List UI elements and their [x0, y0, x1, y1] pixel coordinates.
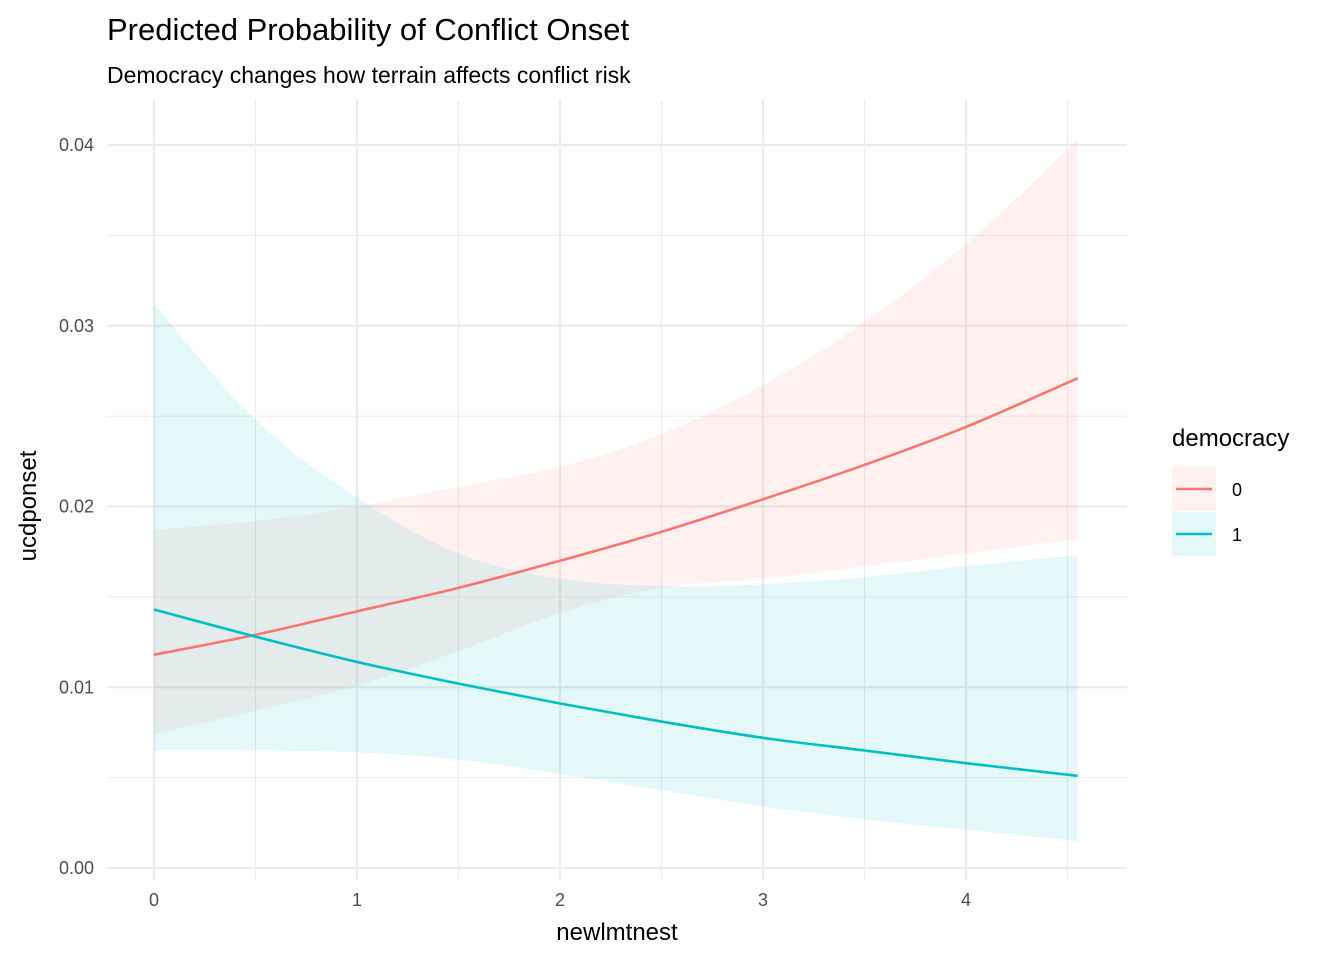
y-tick-label: 0.01: [59, 677, 94, 697]
legend-label: 0: [1232, 480, 1242, 500]
x-tick-label: 0: [149, 890, 159, 910]
chart-title: Predicted Probability of Conflict Onset: [107, 12, 629, 47]
y-tick-label: 0.03: [59, 316, 94, 336]
x-tick-label: 3: [758, 890, 768, 910]
y-tick-label: 0.00: [59, 858, 94, 878]
legend: democracy 0 1: [1172, 425, 1289, 556]
y-tick-labels: 0.00 0.01 0.02 0.03 0.04: [59, 135, 94, 878]
x-axis-title: newlmtnest: [556, 919, 678, 946]
legend-item-0: 0: [1172, 467, 1242, 511]
chart-subtitle: Democracy changes how terrain affects co…: [107, 62, 631, 88]
x-tick-label: 2: [555, 890, 565, 910]
x-tick-label: 1: [352, 890, 362, 910]
y-axis-title: ucdponset: [15, 450, 42, 561]
legend-item-1: 1: [1172, 512, 1242, 556]
legend-title: democracy: [1172, 425, 1289, 452]
x-tick-labels: 0 1 2 3 4: [149, 890, 971, 910]
y-tick-label: 0.04: [59, 135, 94, 155]
y-tick-label: 0.02: [59, 497, 94, 517]
legend-label: 1: [1232, 525, 1242, 545]
series-line-0: [153, 376, 1079, 656]
series-lines: [153, 376, 1079, 778]
confidence-band-0: [154, 139, 1078, 735]
confidence-band-1: [154, 304, 1078, 841]
gridlines: [107, 100, 1127, 880]
x-tick-label: 4: [961, 890, 971, 910]
series-line-1: [153, 608, 1078, 778]
confidence-bands: [154, 139, 1078, 841]
